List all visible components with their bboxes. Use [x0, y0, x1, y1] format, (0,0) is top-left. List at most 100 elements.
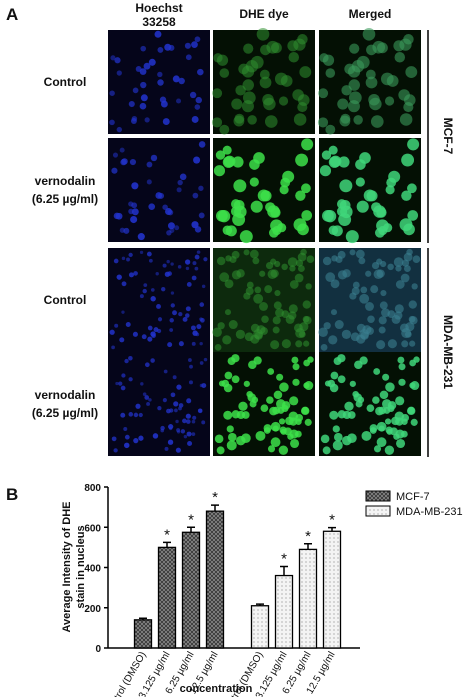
- bar: [250, 605, 270, 649]
- cell: [148, 398, 152, 402]
- cell: [294, 273, 304, 283]
- micrograph: [108, 352, 210, 456]
- cell: [154, 30, 162, 38]
- cell: [305, 283, 312, 290]
- cell: [216, 256, 226, 266]
- cell: [121, 310, 125, 314]
- cell: [279, 185, 289, 195]
- cell: [272, 425, 279, 432]
- cell: [243, 249, 250, 256]
- cell: [119, 337, 125, 343]
- cell: [292, 363, 300, 371]
- cell: [167, 342, 173, 348]
- cell: [393, 257, 404, 267]
- cell: [178, 341, 184, 347]
- cell: [378, 425, 385, 432]
- cell: [359, 293, 370, 304]
- cell: [186, 419, 191, 424]
- cell: [264, 115, 278, 128]
- cell: [256, 27, 270, 41]
- cell: [124, 434, 130, 440]
- cell: [334, 320, 344, 330]
- cell: [162, 118, 170, 126]
- cell: [109, 90, 115, 96]
- cell: [147, 336, 153, 342]
- cell: [186, 398, 192, 404]
- cell: [325, 272, 336, 283]
- cell: [247, 115, 257, 125]
- cell: [337, 375, 346, 384]
- cell: [273, 390, 283, 400]
- cell: [318, 327, 328, 337]
- cell: [398, 89, 410, 101]
- cell: [278, 96, 289, 106]
- cell: [113, 448, 118, 453]
- cell: [303, 340, 310, 347]
- cell: [272, 406, 281, 415]
- cell: [111, 345, 115, 350]
- cell: [278, 445, 289, 455]
- micrograph-background: [319, 352, 421, 456]
- micrograph: [317, 27, 421, 135]
- cell: [378, 326, 386, 334]
- cell: [365, 76, 378, 89]
- cell: [138, 412, 143, 418]
- cell: [186, 431, 192, 437]
- cell: [233, 179, 247, 193]
- cell: [365, 302, 374, 311]
- cell: [157, 46, 164, 53]
- cell: [280, 428, 287, 435]
- cell: [272, 316, 281, 325]
- cell: [143, 283, 148, 287]
- bar: [181, 531, 201, 649]
- error-bar: [328, 526, 336, 532]
- cell: [370, 285, 379, 294]
- cell: [223, 410, 233, 420]
- cell: [139, 102, 147, 110]
- y-tick-label: 200: [84, 604, 101, 615]
- cell: [242, 91, 256, 105]
- cell: [274, 289, 281, 297]
- cell: [177, 179, 183, 186]
- cell: [203, 357, 208, 362]
- cell: [399, 38, 412, 51]
- cell: [126, 257, 130, 262]
- cell: [409, 340, 416, 347]
- cell: [172, 310, 177, 316]
- group-label: MCF-7: [441, 118, 455, 155]
- cell: [260, 404, 269, 413]
- cell: [301, 210, 313, 221]
- cell: [338, 156, 350, 168]
- cell: [228, 432, 237, 442]
- cell: [191, 419, 196, 424]
- cell: [215, 150, 226, 160]
- cell: [114, 323, 119, 328]
- cell: [234, 113, 245, 124]
- error-bar: [211, 504, 219, 512]
- cell: [292, 89, 304, 101]
- cell: [185, 306, 191, 312]
- cell: [131, 182, 139, 190]
- cell: [250, 334, 260, 344]
- cell: [161, 286, 166, 292]
- cell: [362, 325, 372, 335]
- cell: [191, 275, 197, 281]
- cell: [170, 303, 175, 308]
- cell: [352, 281, 360, 289]
- cell: [362, 27, 376, 41]
- cell: [183, 434, 188, 439]
- cell: [157, 71, 163, 78]
- cell: [386, 428, 393, 435]
- cell: [224, 309, 232, 316]
- cell: [339, 179, 353, 193]
- cell: [141, 334, 147, 340]
- cell: [115, 212, 123, 220]
- cell: [280, 75, 293, 87]
- cell: [403, 102, 414, 113]
- cell: [306, 255, 315, 264]
- cell: [231, 98, 243, 110]
- cell: [270, 340, 280, 350]
- cell: [165, 208, 172, 215]
- column-header: DHE dye: [239, 7, 289, 21]
- cell: [331, 255, 338, 262]
